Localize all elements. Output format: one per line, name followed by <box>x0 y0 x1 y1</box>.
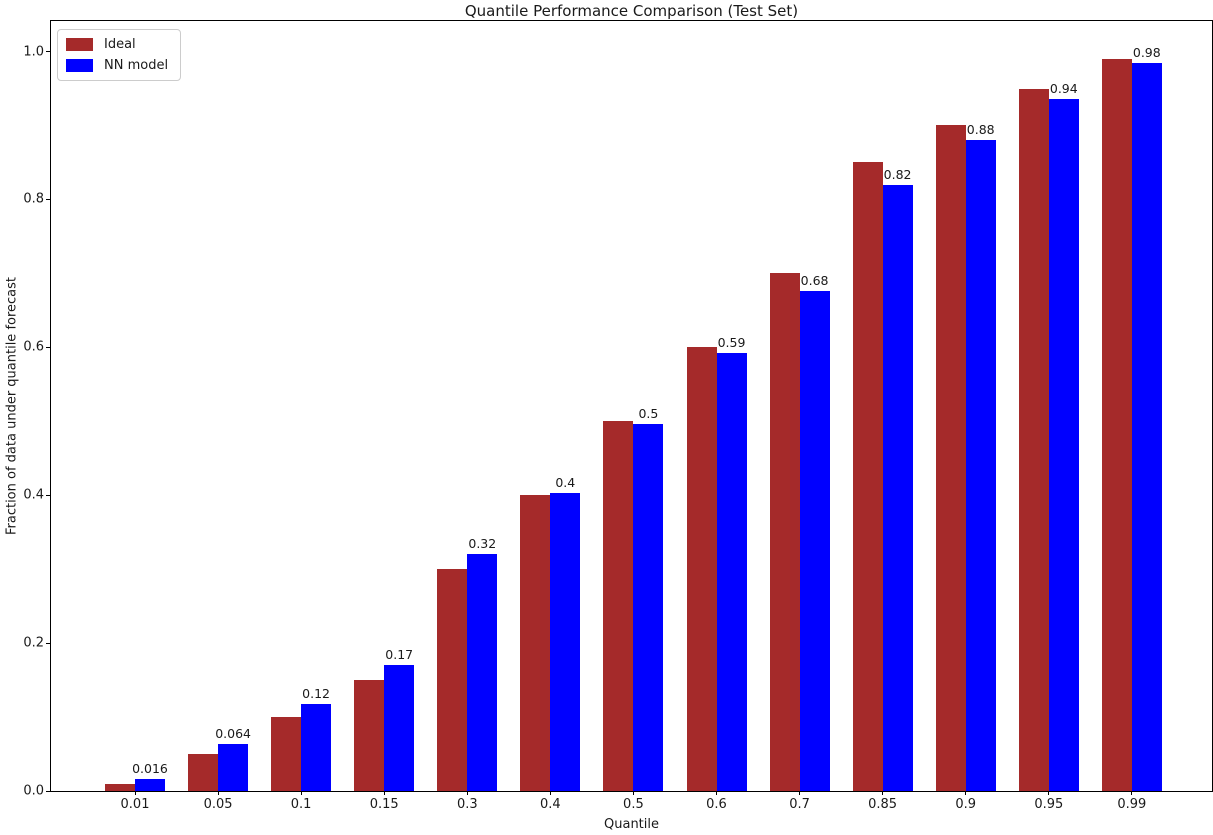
bar-ideal <box>1018 88 1049 791</box>
bar-ideal <box>603 421 634 791</box>
legend-swatch <box>66 38 93 51</box>
bar-value-label: 0.5 <box>638 405 659 421</box>
x-tick-mark <box>300 791 302 795</box>
plot-area: Ideal NN model 0.016 0.01 0.064 0.05 0.12 0.1 0… <box>46 20 1213 812</box>
bar-ideal <box>105 783 135 791</box>
bar-value-label: 0.4 <box>555 475 576 490</box>
y-tick-mark <box>46 642 50 644</box>
x-tick-mark <box>1048 791 1050 795</box>
bar-ideal <box>769 273 800 791</box>
bar-value-label: 0.82 <box>883 166 912 182</box>
x-tick-mark <box>383 791 385 795</box>
y-tick-label: 1.0 <box>23 44 44 59</box>
legend-entry-nn-model: NN model <box>66 58 168 73</box>
legend-label: Ideal <box>104 37 136 52</box>
bar-value-label: 0.88 <box>966 121 995 137</box>
bar-nn-model <box>965 139 996 791</box>
bar-nn-model <box>1131 63 1162 791</box>
bar-ideal <box>852 162 883 791</box>
bar-ideal <box>935 125 966 791</box>
y-tick-label: 0.6 <box>23 339 44 355</box>
y-tick-mark <box>46 346 50 348</box>
legend-label: NN model <box>104 58 169 73</box>
bar-nn-model <box>218 743 249 791</box>
bar-value-label: 0.98 <box>1132 45 1161 61</box>
bar-nn-model <box>882 184 913 791</box>
x-tick-label: 0.99 <box>1117 797 1147 812</box>
bar-nn-model <box>384 664 415 791</box>
x-tick-mark <box>217 791 219 795</box>
bar-nn-model <box>799 291 830 791</box>
x-tick-label: 0.01 <box>120 797 150 812</box>
bar-value-label: 0.17 <box>385 646 414 662</box>
x-tick-label: 0.85 <box>868 797 898 812</box>
bar-ideal <box>686 347 717 791</box>
bar-value-label: 0.016 <box>132 761 168 777</box>
bar-nn-model <box>467 553 498 791</box>
bar-ideal <box>188 754 219 791</box>
y-tick-label: 0.0 <box>23 783 44 799</box>
chart-title: Quantile Performance Comparison (Test Se… <box>464 2 799 20</box>
x-tick-mark <box>134 791 136 795</box>
x-tick-mark <box>799 791 801 795</box>
x-tick-label: 0.95 <box>1034 797 1064 812</box>
y-tick-mark <box>46 494 50 496</box>
bar-nn-model <box>716 352 747 791</box>
y-tick-label: 0.8 <box>23 191 44 207</box>
y-tick-mark <box>46 198 50 200</box>
x-tick-label: 0.5 <box>623 797 644 812</box>
bar-ideal <box>354 680 385 791</box>
x-tick-label: 0.3 <box>456 797 478 812</box>
bar-nn-model <box>135 779 165 791</box>
x-axis-label: Quantile <box>604 817 659 832</box>
bar-ideal <box>520 495 551 791</box>
bar-nn-model <box>1048 98 1079 791</box>
x-tick-label: 0.05 <box>203 797 233 812</box>
x-tick-label: 0.9 <box>955 797 977 812</box>
bar-nn-model <box>301 703 332 791</box>
x-tick-mark <box>1131 791 1133 795</box>
y-tick-mark <box>46 51 50 52</box>
bar-nn-model <box>550 493 581 791</box>
bar-value-label: 0.32 <box>468 535 497 551</box>
y-tick-label: 0.2 <box>23 635 44 651</box>
y-tick-label: 0.4 <box>23 487 44 503</box>
x-tick-mark <box>632 791 634 795</box>
x-tick-mark <box>549 791 551 795</box>
bar-ideal <box>1101 58 1132 791</box>
x-tick-label: 0.6 <box>706 797 727 812</box>
bar-value-label: 0.59 <box>717 334 746 350</box>
bar-nn-model <box>633 423 664 791</box>
x-tick-mark <box>466 791 468 795</box>
bar-value-label: 0.68 <box>800 273 829 289</box>
x-tick-mark <box>965 791 967 795</box>
bar-value-label: 0.064 <box>215 725 251 741</box>
legend: Ideal NN model <box>57 29 182 81</box>
x-tick-label: 0.15 <box>369 797 399 812</box>
bar-value-label: 0.94 <box>1049 80 1078 96</box>
bar-value-label: 0.12 <box>302 685 331 701</box>
legend-swatch <box>66 59 93 72</box>
x-tick-label: 0.4 <box>539 797 561 812</box>
bar-ideal <box>271 717 302 791</box>
x-tick-mark <box>882 791 884 795</box>
x-tick-mark <box>716 791 717 795</box>
x-tick-label: 0.7 <box>789 797 810 812</box>
x-tick-label: 0.1 <box>290 797 312 812</box>
y-tick-mark <box>46 790 50 792</box>
bar-ideal <box>437 569 468 791</box>
legend-entry-ideal: Ideal <box>66 37 168 52</box>
